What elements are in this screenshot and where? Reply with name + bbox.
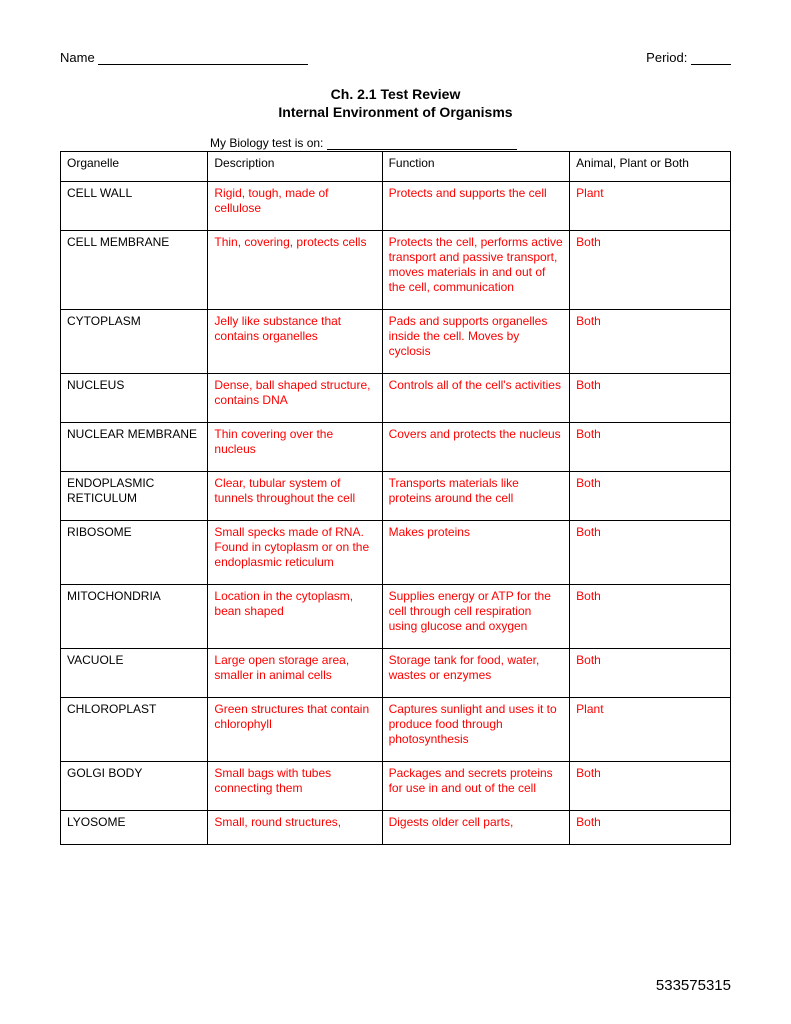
cell-type: Both (570, 762, 731, 811)
cell-organelle: CHLOROPLAST (61, 698, 208, 762)
cell-function: Makes proteins (382, 521, 570, 585)
table-body: OrganelleDescriptionFunctionAnimal, Plan… (61, 152, 731, 845)
header-organelle: Organelle (61, 152, 208, 182)
cell-organelle: ENDOPLASMIC RETICULUM (61, 472, 208, 521)
cell-function: Protects and supports the cell (382, 182, 570, 231)
cell-description: Rigid, tough, made of cellulose (208, 182, 382, 231)
name-blank (98, 64, 308, 65)
cell-type: Both (570, 472, 731, 521)
cell-organelle: NUCLEUS (61, 374, 208, 423)
test-date-blank (327, 149, 517, 150)
cell-description: Small, round structures, (208, 811, 382, 845)
table-row: VACUOLELarge open storage area, smaller … (61, 649, 731, 698)
cell-type: Both (570, 374, 731, 423)
cell-type: Both (570, 521, 731, 585)
title-line2: Internal Environment of Organisms (60, 103, 731, 121)
table-row: GOLGI BODYSmall bags with tubes connecti… (61, 762, 731, 811)
table-header-row: OrganelleDescriptionFunctionAnimal, Plan… (61, 152, 731, 182)
cell-type: Both (570, 585, 731, 649)
table-row: MITOCHONDRIALocation in the cytoplasm, b… (61, 585, 731, 649)
title-block: Ch. 2.1 Test Review Internal Environment… (60, 85, 731, 121)
cell-function: Storage tank for food, water, wastes or … (382, 649, 570, 698)
cell-type: Both (570, 231, 731, 310)
name-label: Name (60, 50, 95, 65)
cell-description: Green structures that contain chlorophyl… (208, 698, 382, 762)
cell-description: Small specks made of RNA. Found in cytop… (208, 521, 382, 585)
header-description: Description (208, 152, 382, 182)
title-line1: Ch. 2.1 Test Review (60, 85, 731, 103)
footer-number: 533575315 (656, 977, 731, 994)
cell-type: Both (570, 310, 731, 374)
cell-organelle: LYOSOME (61, 811, 208, 845)
table-row: CYTOPLASMJelly like substance that conta… (61, 310, 731, 374)
cell-description: Jelly like substance that contains organ… (208, 310, 382, 374)
cell-description: Clear, tubular system of tunnels through… (208, 472, 382, 521)
cell-description: Dense, ball shaped structure, contains D… (208, 374, 382, 423)
cell-function: Protects the cell, performs active trans… (382, 231, 570, 310)
cell-function: Digests older cell parts, (382, 811, 570, 845)
period-blank (691, 64, 731, 65)
cell-organelle: CYTOPLASM (61, 310, 208, 374)
cell-description: Thin, covering, protects cells (208, 231, 382, 310)
cell-description: Small bags with tubes connecting them (208, 762, 382, 811)
organelle-table: OrganelleDescriptionFunctionAnimal, Plan… (60, 151, 731, 845)
header-type: Animal, Plant or Both (570, 152, 731, 182)
cell-organelle: VACUOLE (61, 649, 208, 698)
test-date-label: My Biology test is on: (210, 136, 323, 150)
header-line: Name Period: (60, 50, 731, 65)
table-row: CHLOROPLASTGreen structures that contain… (61, 698, 731, 762)
table-row: CELL MEMBRANEThin, covering, protects ce… (61, 231, 731, 310)
cell-function: Supplies energy or ATP for the cell thro… (382, 585, 570, 649)
cell-type: Both (570, 649, 731, 698)
cell-function: Packages and secrets proteins for use in… (382, 762, 570, 811)
cell-type: Both (570, 423, 731, 472)
cell-organelle: CELL WALL (61, 182, 208, 231)
cell-type: Plant (570, 182, 731, 231)
cell-organelle: NUCLEAR MEMBRANE (61, 423, 208, 472)
table-row: NUCLEUSDense, ball shaped structure, con… (61, 374, 731, 423)
cell-organelle: CELL MEMBRANE (61, 231, 208, 310)
cell-function: Controls all of the cell's activities (382, 374, 570, 423)
test-date-line: My Biology test is on: (210, 136, 731, 150)
cell-organelle: RIBOSOME (61, 521, 208, 585)
header-function: Function (382, 152, 570, 182)
table-row: RIBOSOMESmall specks made of RNA. Found … (61, 521, 731, 585)
cell-type: Plant (570, 698, 731, 762)
cell-description: Location in the cytoplasm, bean shaped (208, 585, 382, 649)
cell-function: Captures sunlight and uses it to produce… (382, 698, 570, 762)
cell-function: Covers and protects the nucleus (382, 423, 570, 472)
cell-organelle: GOLGI BODY (61, 762, 208, 811)
cell-description: Large open storage area, smaller in anim… (208, 649, 382, 698)
cell-type: Both (570, 811, 731, 845)
cell-function: Transports materials like proteins aroun… (382, 472, 570, 521)
cell-description: Thin covering over the nucleus (208, 423, 382, 472)
cell-organelle: MITOCHONDRIA (61, 585, 208, 649)
table-row: LYOSOMESmall, round structures,Digests o… (61, 811, 731, 845)
period-field: Period: (646, 50, 731, 65)
table-row: NUCLEAR MEMBRANEThin covering over the n… (61, 423, 731, 472)
table-row: ENDOPLASMIC RETICULUMClear, tubular syst… (61, 472, 731, 521)
cell-function: Pads and supports organelles inside the … (382, 310, 570, 374)
period-label: Period: (646, 50, 687, 65)
name-field: Name (60, 50, 308, 65)
table-row: CELL WALLRigid, tough, made of cellulose… (61, 182, 731, 231)
